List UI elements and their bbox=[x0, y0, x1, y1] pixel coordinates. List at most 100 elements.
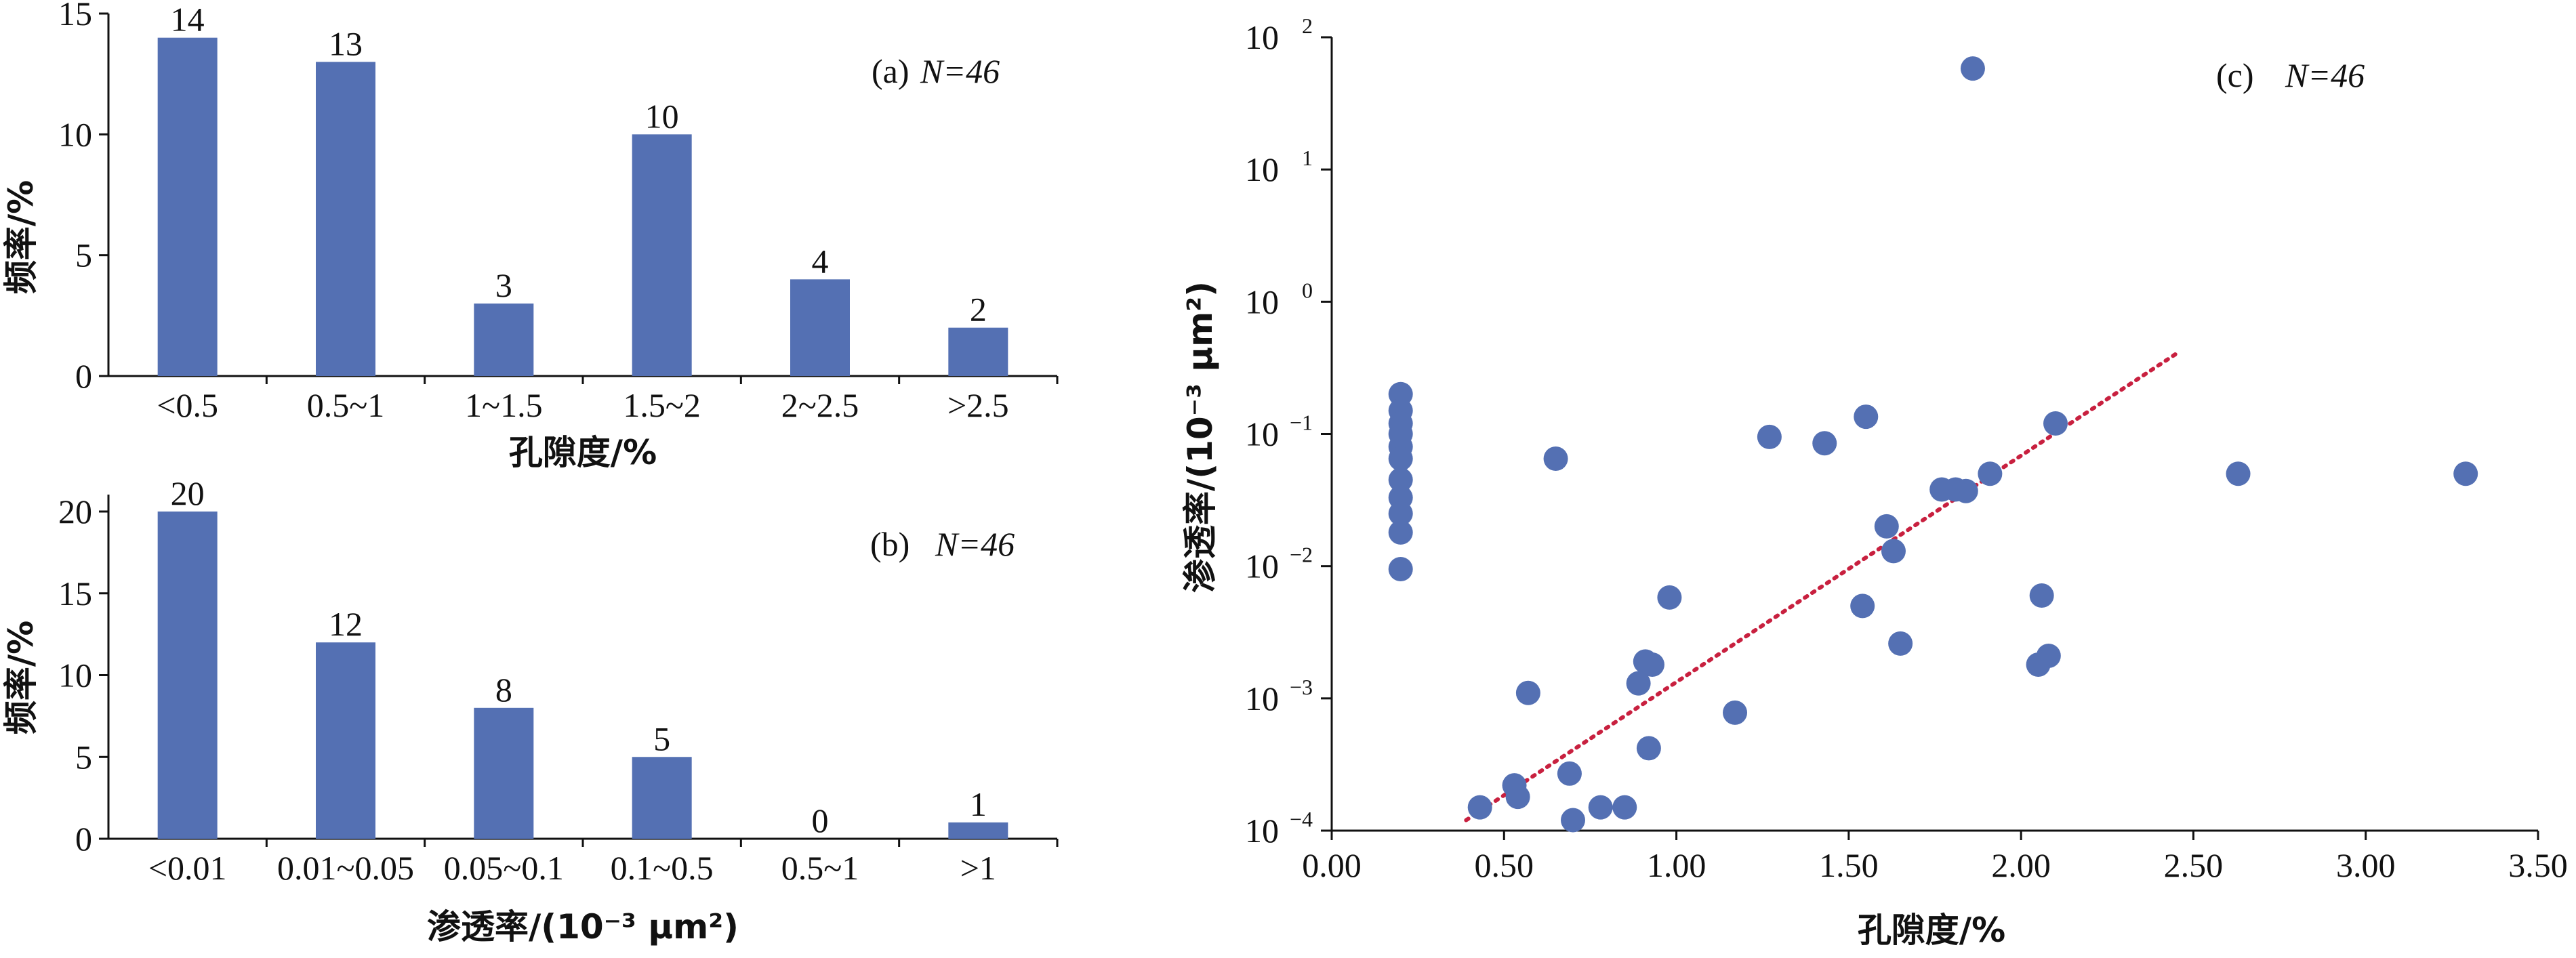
panel-a-bars: 14 13 3 10 4 2 bbox=[157, 1, 1008, 377]
bar-value-label: 13 bbox=[329, 24, 363, 62]
bar bbox=[157, 512, 218, 839]
panel-c-points bbox=[1388, 56, 2478, 833]
scatter-point bbox=[1612, 795, 1637, 820]
bar-value-label: 0 bbox=[812, 801, 829, 839]
y-tick-exponent: −3 bbox=[1290, 675, 1313, 699]
bar bbox=[790, 279, 850, 376]
y-tick-label: 5 bbox=[75, 738, 92, 776]
y-tick-label: 10 bbox=[1245, 283, 1279, 320]
x-tick-label: >1 bbox=[960, 849, 996, 887]
scatter-point bbox=[1588, 795, 1613, 820]
y-tick-label: 10 bbox=[1245, 18, 1279, 56]
scatter-point bbox=[1639, 652, 1664, 678]
y-tick-label: 15 bbox=[58, 0, 92, 33]
scatter-point bbox=[1467, 795, 1492, 820]
scatter-point bbox=[2453, 461, 2478, 486]
scatter-point bbox=[1388, 446, 1413, 472]
y-tick-label: 10 bbox=[58, 115, 92, 153]
bar bbox=[632, 757, 692, 839]
panel-a-x-tick-labels: <0.5 0.5~1 1~1.5 1.5~2 2~2.5 >2.5 bbox=[157, 376, 1059, 424]
y-tick-label: 10 bbox=[1245, 150, 1279, 188]
panel-b-y-ticks: 0 5 10 15 20 bbox=[58, 493, 108, 858]
scatter-point bbox=[1388, 467, 1413, 493]
x-tick-label: <0.5 bbox=[157, 386, 218, 424]
bar-value-label: 3 bbox=[495, 266, 512, 304]
bar bbox=[474, 304, 534, 376]
x-tick-label: 0.01~0.05 bbox=[277, 849, 414, 887]
y-tick-label: 10 bbox=[58, 657, 92, 694]
panel-c-y-axis-title: 渗透率/(10⁻³ μm²) bbox=[1181, 281, 1220, 593]
scatter-point bbox=[1854, 404, 1879, 430]
scatter-point bbox=[1657, 585, 1682, 610]
y-tick-exponent: −2 bbox=[1290, 543, 1313, 567]
panel-b-histogram: 0 5 10 15 20 20 12 8 5 0 1 <0.01 0.01~0.05 0.05~0.1… bbox=[1, 474, 1059, 946]
y-tick-label: 15 bbox=[58, 575, 92, 612]
y-tick-exponent: −4 bbox=[1290, 807, 1313, 831]
scatter-point bbox=[2043, 411, 2068, 436]
scatter-point bbox=[1515, 680, 1540, 705]
x-tick-label: 2.00 bbox=[1991, 846, 2051, 884]
x-tick-label: 2~2.5 bbox=[781, 386, 859, 424]
bar bbox=[157, 37, 218, 377]
scatter-point bbox=[1978, 461, 2003, 486]
panel-c-x-ticks: 0.00 0.50 1.00 1.50 2.00 2.50 3.00 3.50 bbox=[1302, 831, 2568, 884]
scatter-point bbox=[1557, 761, 1582, 786]
x-tick-label: 2.50 bbox=[2164, 846, 2224, 884]
bar-value-label: 4 bbox=[812, 242, 829, 280]
bar-value-label: 10 bbox=[645, 97, 679, 135]
bar bbox=[316, 62, 375, 376]
panel-b-y-axis-title: 频率/% bbox=[1, 621, 41, 734]
x-tick-label: 1.5~2 bbox=[623, 386, 701, 424]
scatter-point bbox=[1881, 539, 1906, 564]
scatter-point bbox=[1723, 700, 1748, 725]
panel-a-panel-label: (a) bbox=[872, 52, 909, 90]
scatter-point bbox=[1388, 501, 1413, 526]
y-tick-label: 10 bbox=[1245, 812, 1279, 850]
panel-c-x-axis-title: 孔隙度/% bbox=[1858, 911, 2005, 950]
scatter-point bbox=[1812, 431, 1837, 456]
scatter-point bbox=[1388, 520, 1413, 545]
y-tick-label: 20 bbox=[58, 493, 92, 530]
panel-a-histogram: 0 5 10 15 14 13 3 10 4 2 <0.5 0.5~1 1~1.5 1.5~2 2~2.… bbox=[1, 0, 1059, 472]
bar bbox=[948, 327, 1008, 376]
panel-a-sample-label: N=46 bbox=[920, 52, 1000, 90]
x-tick-label: >2.5 bbox=[947, 386, 1009, 424]
bar-value-label: 2 bbox=[970, 291, 987, 329]
y-tick-exponent: 1 bbox=[1302, 146, 1313, 170]
panel-b-panel-label: (b) bbox=[870, 525, 909, 563]
scatter-point bbox=[1888, 631, 1913, 656]
panel-b-bars: 20 12 8 5 0 1 bbox=[157, 474, 1008, 839]
panel-c-trendline bbox=[1464, 349, 2182, 822]
y-tick-label: 10 bbox=[1245, 680, 1279, 717]
x-tick-label: 0.00 bbox=[1302, 846, 1362, 884]
scatter-point bbox=[2029, 583, 2054, 608]
bar bbox=[948, 822, 1008, 839]
panel-b-x-axis-title: 渗透率/(10⁻³ μm²) bbox=[427, 907, 739, 946]
scatter-point bbox=[1543, 446, 1568, 472]
x-tick-label: <0.01 bbox=[148, 849, 227, 887]
bar-value-label: 5 bbox=[653, 720, 670, 757]
panel-c-sample-label: N=46 bbox=[2285, 56, 2365, 94]
scatter-point bbox=[1953, 478, 1978, 503]
y-tick-label: 0 bbox=[75, 820, 92, 858]
bar-value-label: 8 bbox=[495, 671, 512, 709]
x-tick-label: 1.50 bbox=[1819, 846, 1879, 884]
bar-value-label: 14 bbox=[171, 1, 205, 39]
bar bbox=[316, 642, 375, 839]
y-tick-exponent: 0 bbox=[1302, 278, 1313, 302]
bar-value-label: 12 bbox=[329, 605, 363, 643]
y-tick-label: 5 bbox=[75, 236, 92, 274]
x-tick-label: 3.00 bbox=[2336, 846, 2396, 884]
x-tick-label: 0.05~0.1 bbox=[444, 849, 564, 887]
scatter-point bbox=[2026, 652, 2051, 678]
x-tick-label: 0.1~0.5 bbox=[611, 849, 714, 887]
scatter-point bbox=[1960, 56, 1985, 81]
bar-value-label: 1 bbox=[970, 785, 987, 823]
x-tick-label: 0.5~1 bbox=[781, 849, 859, 887]
scatter-point bbox=[1505, 785, 1530, 810]
scatter-point bbox=[1388, 557, 1413, 582]
x-tick-label: 0.50 bbox=[1475, 846, 1534, 884]
y-tick-exponent: 2 bbox=[1302, 14, 1313, 38]
x-tick-label: 1~1.5 bbox=[465, 386, 543, 424]
